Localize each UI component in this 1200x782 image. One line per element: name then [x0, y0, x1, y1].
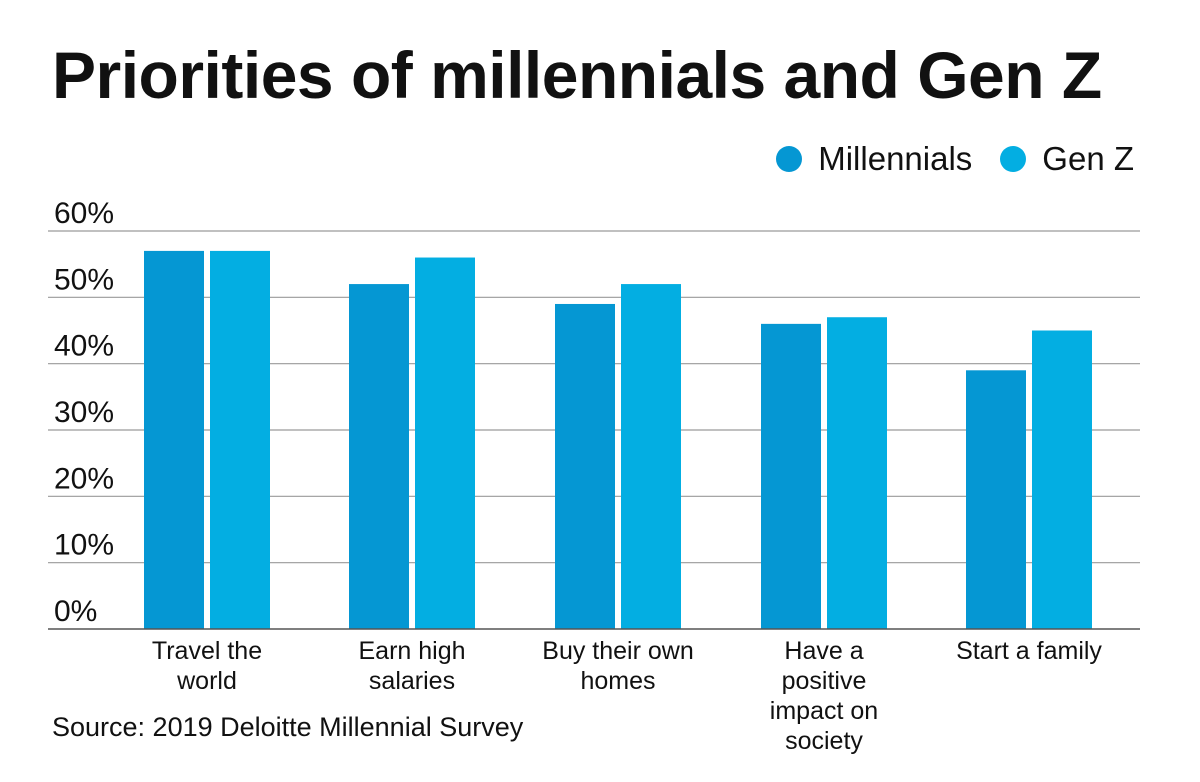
bar-genz [621, 284, 681, 629]
y-tick-label: 20% [54, 462, 114, 495]
legend: Millennials Gen Z [748, 140, 1134, 178]
x-category-label: Buy their own homes [542, 637, 693, 695]
x-category-label: Start a family [956, 637, 1102, 665]
bar-genz [827, 317, 887, 629]
y-tick-label: 0% [54, 595, 97, 628]
chart-title: Priorities of millennials and Gen Z [52, 38, 1102, 112]
legend-label-millennials: Millennials [818, 140, 973, 177]
bar-genz [415, 257, 475, 629]
legend-item-genz: Gen Z [1000, 140, 1134, 178]
legend-swatch-millennials [776, 146, 803, 172]
y-tick-label: 50% [54, 263, 114, 296]
y-tick-label: 40% [54, 330, 114, 363]
bar-genz [210, 250, 270, 629]
bar-millennials [966, 370, 1026, 629]
legend-label-genz: Gen Z [1042, 140, 1134, 177]
bar-millennials [555, 303, 615, 629]
y-tick-label: 10% [54, 529, 114, 562]
y-tick-label: 30% [54, 396, 114, 429]
x-category-label: Earn high salaries [358, 637, 465, 695]
y-tick-label: 60% [54, 197, 114, 230]
x-category-label: Travel the world [152, 637, 262, 695]
bar-millennials [349, 284, 409, 629]
bar-millennials [761, 323, 821, 629]
legend-swatch-genz [1000, 146, 1027, 172]
bar-genz [1032, 330, 1092, 629]
legend-item-millennials: Millennials [776, 140, 972, 178]
bar-millennials [144, 250, 204, 629]
x-category-label: Have a positive impact on society [770, 637, 878, 755]
source-note: Source: 2019 Deloitte Millennial Survey [52, 712, 524, 742]
